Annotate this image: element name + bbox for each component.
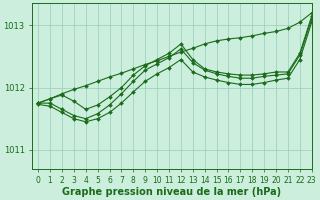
X-axis label: Graphe pression niveau de la mer (hPa): Graphe pression niveau de la mer (hPa) (62, 187, 282, 197)
